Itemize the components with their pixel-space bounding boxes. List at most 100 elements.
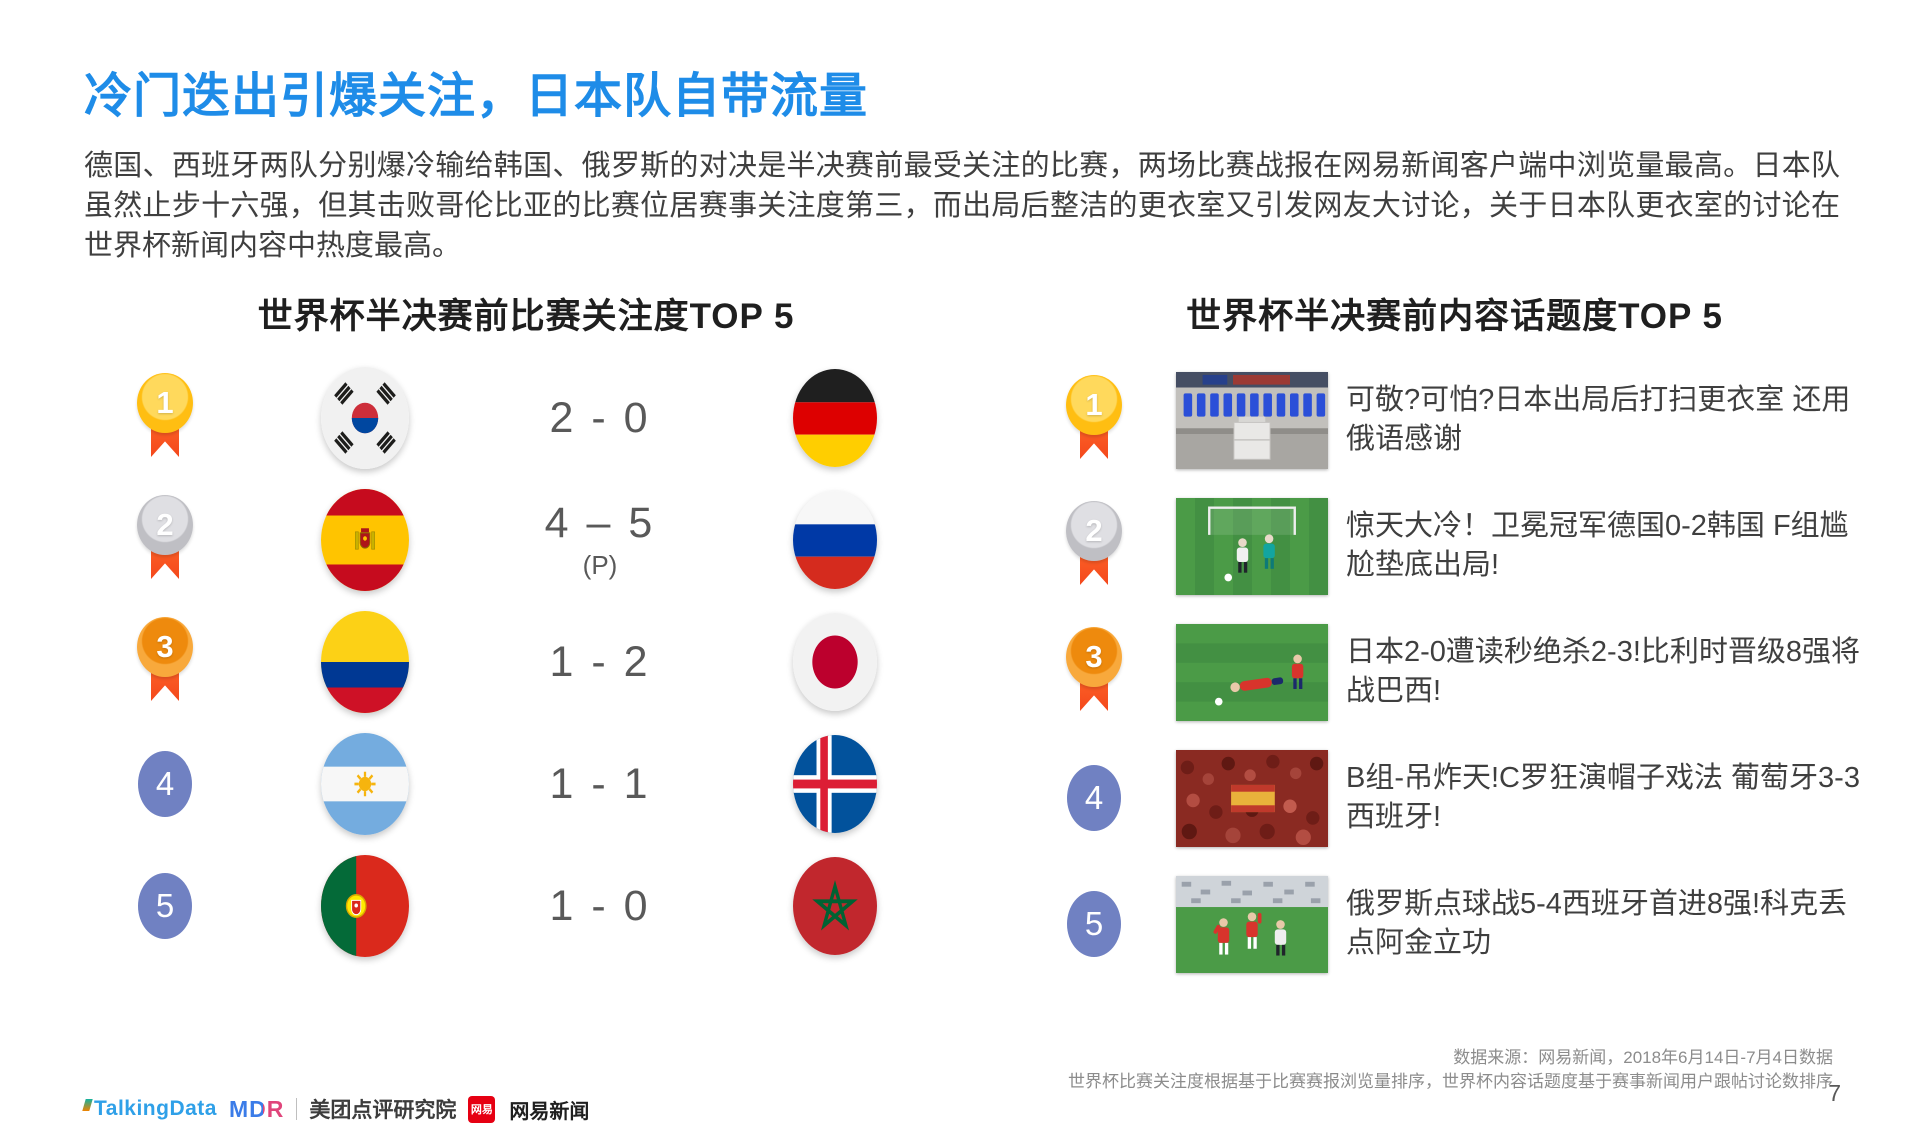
thumbnail-portugal-spain-fans-image (1176, 749, 1328, 847)
away-flag-cell (710, 857, 960, 955)
score-cell: 1 - 2 (490, 638, 710, 687)
away-flag-cell (710, 491, 960, 589)
rank-number: 2 (1085, 513, 1103, 548)
topic-headline: B组-吊炸天!C罗狂演帽子戏法 葡萄牙3-3西班牙! (1346, 762, 1860, 833)
flag-japan-icon (793, 613, 877, 711)
rank-number: 5 (1084, 905, 1104, 942)
rank-number: 1 (156, 385, 174, 420)
rank-3-bronze-medal-icon: 3 (1065, 627, 1123, 717)
topic-headline: 俄罗斯点球战5-4西班牙首进8强!科克丢点阿金立功 (1346, 888, 1848, 959)
rank-1-gold-medal-icon: 1 (1065, 375, 1123, 465)
match-row-1: 1 (90, 357, 962, 479)
match-ranking-section: 世界杯半决赛前比赛关注度TOP 5 1 (90, 288, 962, 987)
medal-coin: 3 (137, 617, 193, 677)
data-source-line2: 世界杯比赛关注度根据基于比赛赛报浏览量排序，世界杯内容话题度基于赛事新闻用户跟帖… (1068, 1072, 1833, 1091)
topic-headline: 日本2-0遭读秒绝杀2-3!比利时晋级8强将战巴西! (1346, 636, 1861, 707)
flag-colombia-icon (321, 611, 409, 713)
data-source-line1: 数据来源：网易新闻，2018年6月14日-7月4日数据 (1453, 1048, 1833, 1067)
away-flag-cell (710, 613, 960, 711)
rank-1-gold-medal-icon: 1 (136, 373, 194, 463)
rank-cell: 4 (1030, 765, 1158, 831)
match-row-3: 3 1 - 2 (90, 601, 962, 723)
flag-russia-icon (793, 491, 877, 589)
flag-morocco-icon (793, 857, 877, 955)
mdr-logo: MDR (228, 1095, 285, 1122)
flag-argentina-icon (321, 733, 409, 835)
rank-number: 1 (1085, 387, 1103, 422)
rank-cell: 5 (90, 873, 240, 939)
home-flag-cell (240, 611, 490, 713)
rank-number: 5 (155, 887, 175, 924)
rank-2-silver-medal-icon: 2 (1065, 501, 1123, 591)
page-title: 冷门迭出引爆关注，日本队自带流量 (84, 70, 869, 123)
talkingdata-tick-icon (82, 1099, 93, 1111)
rank-cell: 5 (1030, 891, 1158, 957)
thumbnail-germany-korea-match-image (1176, 497, 1328, 595)
logo-divider (296, 1098, 298, 1120)
topic-section-heading: 世界杯半决赛前内容话题度TOP 5 (1186, 297, 1723, 336)
flag-iceland-icon (793, 735, 877, 833)
match-score: 2 - 0 (549, 393, 651, 442)
thumbnail-cell (1158, 371, 1346, 469)
thumbnail-russia-spain-match-image (1176, 875, 1328, 973)
page-number: 7 (1828, 1080, 1841, 1106)
rank-number: 4 (155, 765, 175, 802)
thumbnail-locker-room-image (1176, 371, 1328, 469)
talkingdata-wordmark: TalkingData (94, 1097, 217, 1120)
netease-logo-icon: 网易 (468, 1095, 496, 1123)
away-flag-cell (710, 369, 960, 467)
rank-3-bronze-medal-icon: 3 (136, 617, 194, 707)
topic-row-4: 4 (1030, 735, 1879, 861)
flag-spain-icon (321, 489, 409, 591)
home-flag-cell (240, 367, 490, 469)
medal-coin: 1 (137, 373, 193, 433)
medal-coin: 2 (137, 495, 193, 555)
flag-south-korea-icon (321, 367, 409, 469)
score-cell: 1 - 0 (490, 882, 710, 931)
match-row-2: 2 (90, 479, 962, 601)
away-flag-cell (710, 735, 960, 833)
match-score: 1 - 1 (549, 759, 651, 808)
rank-number: 2 (156, 507, 174, 542)
home-flag-cell (240, 489, 490, 591)
content-columns: 世界杯半决赛前比赛关注度TOP 5 1 (0, 288, 1921, 987)
rank-cell: 2 (90, 495, 240, 585)
thumbnail-cell (1158, 497, 1346, 595)
home-flag-cell (240, 855, 490, 957)
thumbnail-cell (1158, 623, 1346, 721)
netease-news-label: 网易新闻 (509, 1100, 590, 1123)
match-score: 1 - 2 (549, 637, 651, 686)
thumbnail-japan-belgium-match-image (1176, 623, 1328, 721)
score-cell: 4 – 5 (P) (490, 499, 710, 581)
rank-cell: 3 (90, 617, 240, 707)
rank-4-badge: 4 (1067, 765, 1121, 831)
rank-2-silver-medal-icon: 2 (136, 495, 194, 585)
rank-cell: 4 (90, 751, 240, 817)
rank-5-badge: 5 (1067, 891, 1121, 957)
medal-coin: 3 (1066, 627, 1122, 687)
penalty-note: (P) (582, 550, 618, 580)
intro-paragraph: 德国、西班牙两队分别爆冷输给韩国、俄罗斯的对决是半决赛前最受关注的比赛，两场比赛… (84, 150, 1840, 262)
rank-cell: 1 (90, 373, 240, 463)
rank-cell: 3 (1030, 627, 1158, 717)
rank-5-badge: 5 (138, 873, 192, 939)
topic-row-5: 5 (1030, 861, 1879, 987)
rank-number: 3 (1085, 639, 1103, 674)
brand-logos: TalkingData MDR 美团点评研究院 网易 网易新闻 (82, 1094, 590, 1124)
topic-row-2: 2 (1030, 483, 1879, 609)
medal-coin: 1 (1066, 375, 1122, 435)
rank-number: 3 (156, 629, 174, 664)
thumbnail-cell (1158, 875, 1346, 973)
rank-number: 4 (1084, 779, 1104, 816)
flag-portugal-icon (321, 855, 409, 957)
rank-4-badge: 4 (138, 751, 192, 817)
match-score: 1 - 0 (549, 881, 651, 930)
thumbnail-cell (1158, 749, 1346, 847)
flag-germany-icon (793, 369, 877, 467)
talkingdata-logo: TalkingData (82, 1097, 217, 1121)
match-row-4: 4 (90, 723, 962, 845)
match-score: 4 – 5 (544, 499, 656, 547)
score-cell: 2 - 0 (490, 394, 710, 443)
rank-cell: 2 (1030, 501, 1158, 591)
topic-headline: 可敬?可怕?日本出局后打扫更衣室 还用俄语感谢 (1346, 384, 1851, 455)
